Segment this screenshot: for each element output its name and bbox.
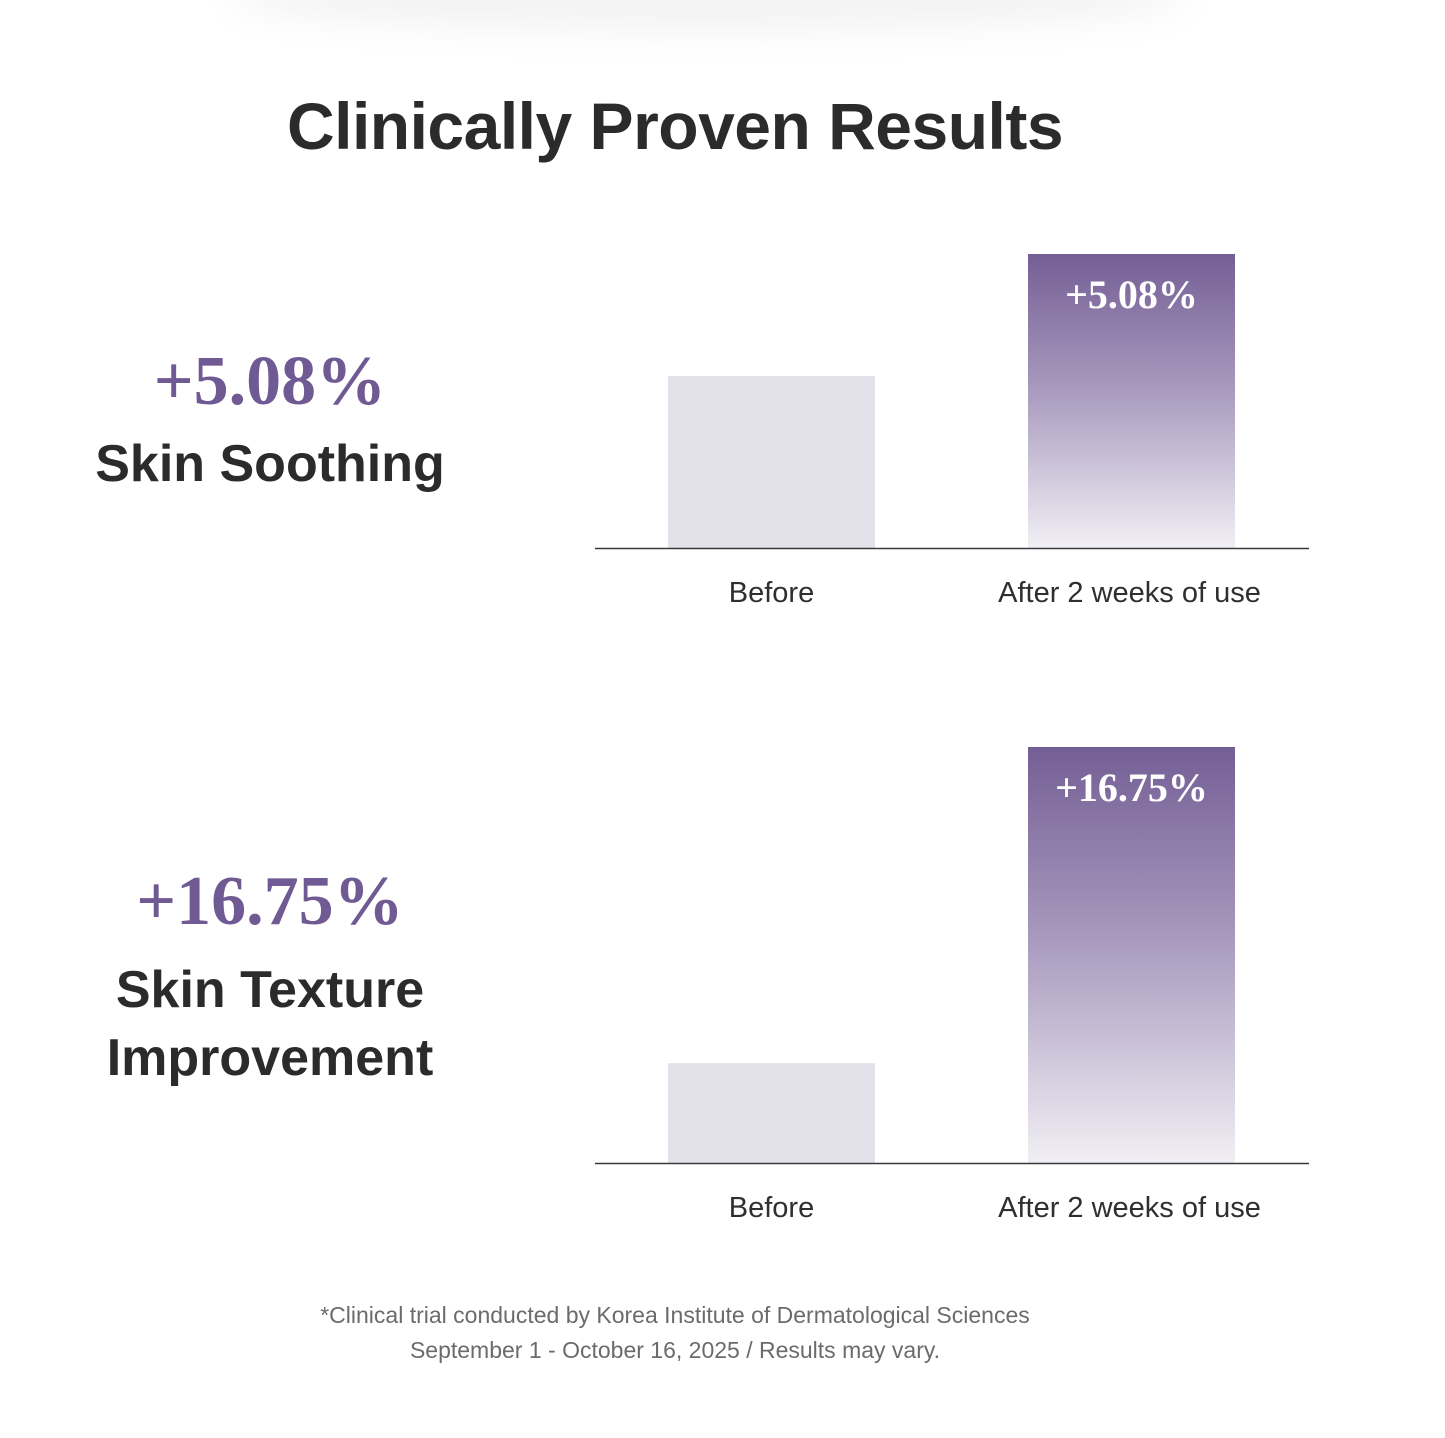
bar-before <box>668 376 875 548</box>
stat-value: +16.75% <box>136 863 404 940</box>
x-tick-label: Before <box>729 1192 814 1224</box>
stat-block-skin-texture: +16.75% Skin Texture Improvement <box>60 862 480 1092</box>
chart-skin-soothing: Before +5.08% After 2 weeks of use <box>595 254 1309 609</box>
bar-before <box>668 1063 875 1163</box>
stat-value: +5.08% <box>153 343 387 420</box>
stat-block-skin-soothing: +5.08% Skin Soothing <box>60 342 480 498</box>
bar-data-label: +5.08% <box>1065 272 1198 317</box>
x-tick-label: Before <box>729 577 814 609</box>
bar-after <box>1028 254 1235 548</box>
bar-after <box>1028 747 1235 1163</box>
bar-data-label: +16.75% <box>1055 765 1208 810</box>
footnote-line-2: September 1 - October 16, 2025 / Results… <box>409 1337 941 1363</box>
x-tick-label: After 2 weeks of use <box>998 1192 1261 1224</box>
x-tick-label: After 2 weeks of use <box>998 577 1261 609</box>
stat-label: Skin Texture Improvement <box>106 961 434 1087</box>
footnote-line-1: *Clinical trial conducted by Korea Insti… <box>320 1302 1030 1328</box>
page-title: Clinically Proven Results <box>286 89 1064 163</box>
chart-skin-texture: Before +16.75% After 2 weeks of use <box>595 747 1309 1224</box>
footnote: *Clinical trial conducted by Korea Insti… <box>0 1298 1350 1368</box>
stat-label: Skin Soothing <box>95 435 445 493</box>
